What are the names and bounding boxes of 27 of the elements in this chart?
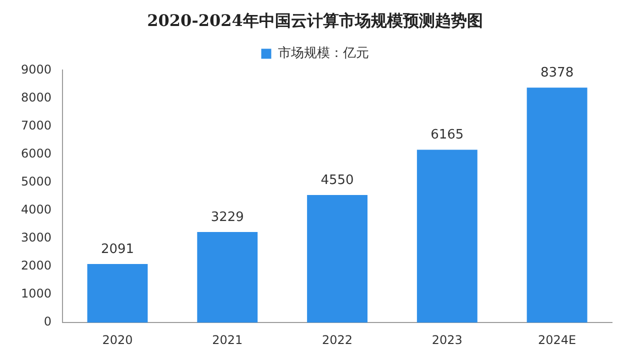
y-tick-label: 4000 bbox=[20, 202, 52, 217]
y-tick-label: 8000 bbox=[20, 90, 52, 104]
data-label: 8378 bbox=[540, 66, 574, 81]
x-tick-label: 2021 bbox=[212, 332, 243, 347]
y-tick-label: 2000 bbox=[20, 258, 52, 273]
bar bbox=[87, 264, 148, 323]
legend-label: 市场规模：亿元 bbox=[278, 46, 369, 62]
bar bbox=[526, 88, 588, 323]
data-label: 4550 bbox=[320, 172, 354, 188]
x-tick-label: 2022 bbox=[322, 332, 353, 347]
data-label: 2091 bbox=[100, 242, 134, 257]
y-tick-label: 6000 bbox=[20, 146, 52, 160]
y-tick-label: 3000 bbox=[20, 230, 52, 245]
bar bbox=[197, 232, 258, 323]
y-tick-label: 1000 bbox=[20, 286, 52, 301]
y-tick-label: 0 bbox=[44, 314, 52, 329]
y-tick-label: 5000 bbox=[20, 174, 52, 189]
bar bbox=[307, 195, 368, 323]
x-tick-label: 2024E bbox=[538, 332, 576, 347]
data-label: 6165 bbox=[430, 128, 464, 143]
chart-title: 2020-2024年中国云计算市场规模预测趋势图 bbox=[147, 10, 483, 30]
y-tick-label: 9000 bbox=[20, 62, 52, 76]
x-tick-label: 2020 bbox=[102, 332, 133, 347]
bar bbox=[416, 150, 478, 323]
data-label: 3229 bbox=[210, 210, 244, 225]
x-tick-label: 2023 bbox=[432, 332, 462, 347]
y-tick-label: 7000 bbox=[20, 118, 52, 132]
